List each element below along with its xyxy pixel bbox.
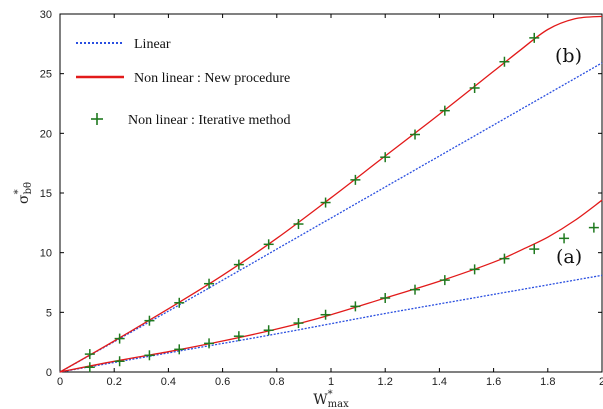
iterative-marker-b bbox=[469, 82, 480, 93]
plot-frame bbox=[59, 13, 603, 373]
y-tick-label: 15 bbox=[40, 188, 52, 200]
iterative-marker-a bbox=[350, 301, 361, 312]
y-tick-label: 30 bbox=[40, 9, 52, 21]
legend-iterative-label: Non linear : Iterative method bbox=[128, 113, 291, 128]
iterative-marker-a bbox=[144, 350, 155, 361]
iterative-marker-a bbox=[233, 331, 244, 342]
iterative-marker-b bbox=[320, 197, 331, 208]
iterative-marker-a bbox=[114, 356, 125, 367]
iterative-marker-a bbox=[439, 275, 450, 286]
x-tick-label: 1.4 bbox=[432, 376, 447, 388]
iterative-marker-b bbox=[144, 315, 155, 326]
iterative-marker-b bbox=[529, 32, 540, 43]
iterative-marker-b bbox=[499, 56, 510, 67]
x-axis-label: W* max bbox=[313, 389, 349, 409]
iterative-marker-b bbox=[380, 152, 391, 163]
series-b-solid-line bbox=[59, 15, 603, 373]
y-tick-label: 20 bbox=[40, 128, 52, 140]
iterative-marker-a bbox=[499, 253, 510, 264]
iterative-marker-b bbox=[293, 219, 304, 230]
legend-linear-label: Linear bbox=[134, 37, 171, 52]
legend-new-procedure-label: Non linear : New procedure bbox=[134, 71, 290, 86]
x-tick-label: 1.8 bbox=[540, 376, 555, 388]
iterative-marker-a bbox=[410, 284, 421, 295]
x-tick-label: 0.6 bbox=[215, 376, 230, 388]
iterative-marker-a bbox=[529, 244, 540, 255]
iterative-marker-b bbox=[204, 278, 215, 289]
legend: Linear Non linear : New procedure Non li… bbox=[76, 37, 291, 128]
x-tick-label: 0.8 bbox=[269, 376, 284, 388]
iterative-marker-a bbox=[174, 344, 185, 355]
iterative-marker-b bbox=[174, 297, 185, 308]
y-tick-label: 10 bbox=[40, 248, 52, 260]
iterative-marker-a bbox=[559, 233, 570, 244]
y-axis-label: σ*bθ bbox=[13, 182, 34, 204]
y-tick-label: 5 bbox=[46, 307, 52, 319]
iterative-marker-b bbox=[263, 239, 274, 250]
x-tick-label: 2 bbox=[599, 376, 603, 388]
iterative-marker-b bbox=[84, 349, 95, 360]
x-tick-label: 0 bbox=[57, 376, 63, 388]
iterative-marker-b bbox=[439, 105, 450, 116]
iterative-marker-a bbox=[588, 222, 599, 233]
series-a-solid-line bbox=[59, 199, 603, 373]
iterative-marker-a bbox=[204, 338, 215, 349]
iterative-marker-b bbox=[114, 333, 125, 344]
iterative-marker-a bbox=[320, 309, 331, 320]
series-b-dotted-line bbox=[59, 62, 603, 373]
x-tick-label: 1 bbox=[328, 376, 334, 388]
y-tick-label: 0 bbox=[46, 367, 52, 379]
y-tick-label: 25 bbox=[40, 69, 52, 81]
x-tick-label: 0.4 bbox=[161, 376, 176, 388]
iterative-marker-b bbox=[410, 129, 421, 140]
iterative-marker-b bbox=[350, 174, 361, 185]
iterative-marker-a bbox=[380, 293, 391, 304]
series-layer bbox=[59, 15, 603, 373]
iterative-marker-a bbox=[293, 318, 304, 329]
iterative-marker-a bbox=[84, 362, 95, 373]
x-tick-label: 0.2 bbox=[107, 376, 122, 388]
annotation-a: (a) bbox=[556, 246, 582, 268]
x-tick-label: 1.6 bbox=[486, 376, 501, 388]
x-tick-label: 1.2 bbox=[378, 376, 393, 388]
annotation-b: (b) bbox=[555, 45, 582, 67]
iterative-marker-b bbox=[233, 259, 244, 270]
iterative-marker-a bbox=[469, 264, 480, 275]
series-a-dotted-line bbox=[59, 274, 603, 373]
iterative-marker-a bbox=[263, 325, 274, 336]
legend-iterative-marker bbox=[91, 113, 103, 125]
